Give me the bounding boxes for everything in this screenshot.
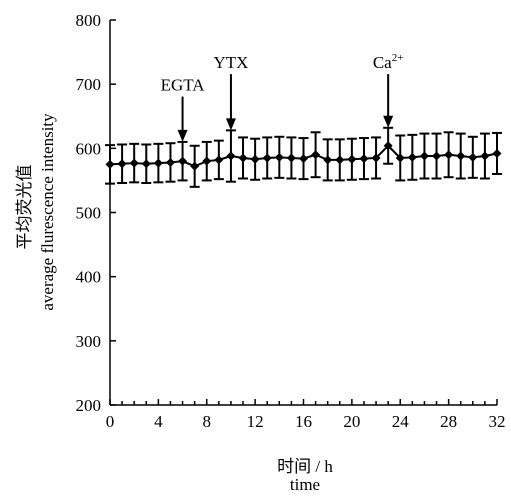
data-point [129, 158, 139, 168]
annotation-arrow-head [177, 129, 188, 142]
data-point [359, 154, 369, 164]
annotations: EGTA YTX Ca2+ [161, 52, 404, 142]
data-point [262, 153, 272, 163]
data-point [395, 153, 405, 163]
x-tick-label: 12 [247, 412, 264, 431]
data-point [444, 150, 454, 160]
data-point [117, 159, 127, 169]
y-tick-label: 700 [76, 75, 102, 94]
data-point [286, 153, 296, 163]
x-tick-label: 4 [154, 412, 163, 431]
data-point [190, 161, 200, 171]
data-points [105, 141, 502, 171]
y-axis-label-en: average flurescence intensity [38, 113, 57, 311]
axes: 200 300 400 500 600 700 800 0 4 8 12 16 20 24 28 32 [76, 11, 506, 431]
x-axis-label-cn: 时间 / h [277, 457, 333, 476]
data-point [456, 151, 466, 161]
data-point [153, 158, 163, 168]
data-point [274, 152, 284, 162]
x-axis-label-en: time [289, 475, 321, 494]
data-point [432, 151, 442, 161]
y-tick-label: 400 [76, 268, 102, 287]
data-point [323, 155, 333, 165]
data-point [105, 159, 115, 169]
data-point [178, 156, 188, 166]
y-axis-label-cn: 平均荧光值 [15, 165, 34, 250]
annotation-label: Ca2+ [373, 52, 404, 72]
data-point [468, 152, 478, 162]
y-tick-label: 600 [76, 139, 102, 158]
data-point [383, 141, 393, 151]
x-tick-label: 8 [203, 412, 212, 431]
data-point [299, 154, 308, 164]
annotation-label: YTX [213, 53, 248, 72]
y-tick-label: 200 [76, 396, 102, 415]
x-tick-label: 28 [440, 412, 457, 431]
data-point [165, 157, 175, 167]
data-point [371, 153, 381, 163]
data-point [238, 153, 248, 163]
data-point [335, 155, 345, 165]
y-tick-label: 800 [76, 11, 102, 30]
data-point [250, 154, 260, 164]
y-tick-label: 300 [76, 332, 102, 351]
data-point [407, 152, 417, 162]
data-point [202, 156, 212, 166]
data-point [141, 159, 151, 169]
annotation-arrow-head [383, 115, 394, 128]
data-point [214, 155, 224, 165]
x-tick-label: 0 [106, 412, 115, 431]
data-point [492, 148, 502, 158]
data-point [347, 154, 357, 164]
x-tick-label: 24 [392, 412, 410, 431]
x-tick-label: 20 [343, 412, 360, 431]
x-tick-label: 32 [489, 412, 506, 431]
data-point [311, 150, 321, 160]
data-point [480, 151, 490, 161]
y-tick-label: 500 [76, 204, 102, 223]
annotation-label: EGTA [161, 76, 206, 95]
data-point [226, 151, 236, 161]
x-tick-label: 16 [295, 412, 312, 431]
data-point [419, 151, 429, 161]
annotation-arrow-head [225, 118, 236, 131]
